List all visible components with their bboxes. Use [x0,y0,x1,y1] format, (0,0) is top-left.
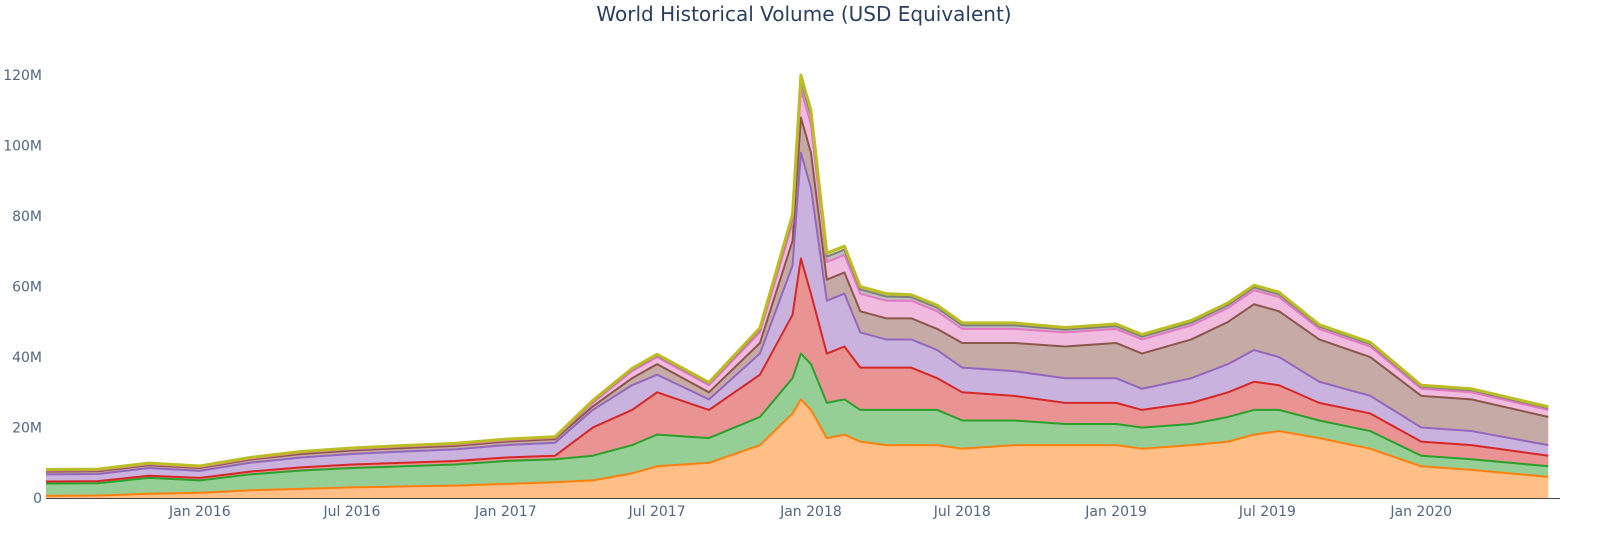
y-tick-label: 20M [12,421,42,437]
line-series-4 [45,151,1549,476]
line-series-8 [45,73,1549,471]
chart-title: World Historical Volume (USD Equivalent) [596,2,1011,26]
x-tick-label: Jul 2018 [933,504,991,520]
x-tick-label: Jul 2017 [628,504,686,520]
x-tick-label: Jul 2019 [1238,504,1296,520]
area-series-5 [46,117,1549,475]
area-series-2 [46,353,1549,496]
x-axis-ticks: Jan 2016 Jul 2016 Jan 2017 Jul 2017 Jan 2018… [168,504,1452,520]
y-axis-ticks: 0 20M 40M 60M 80M 100M 120M [3,68,42,507]
y-tick-label: 0 [33,491,42,507]
y-tick-label: 40M [12,350,42,366]
x-tick-label: Jul 2016 [322,504,380,520]
x-tick-label: Jan 2019 [1084,504,1147,520]
line-series-1 [45,398,1549,497]
area-series-3 [46,258,1549,484]
line-series-group [45,73,1549,497]
x-tick-label: Jan 2016 [168,504,231,520]
line-series-3 [45,257,1549,483]
y-tick-label: 80M [12,209,42,225]
x-tick-label: Jan 2017 [474,504,537,520]
area-series-1 [46,399,1549,498]
area-series-4 [46,152,1549,482]
line-series-5 [45,116,1549,473]
y-tick-label: 120M [3,68,42,84]
line-series-2 [45,352,1549,485]
x-tick-label: Jan 2020 [1389,504,1452,520]
y-tick-label: 100M [3,139,42,155]
x-tick-label: Jan 2018 [779,504,842,520]
y-tick-label: 60M [12,280,42,296]
